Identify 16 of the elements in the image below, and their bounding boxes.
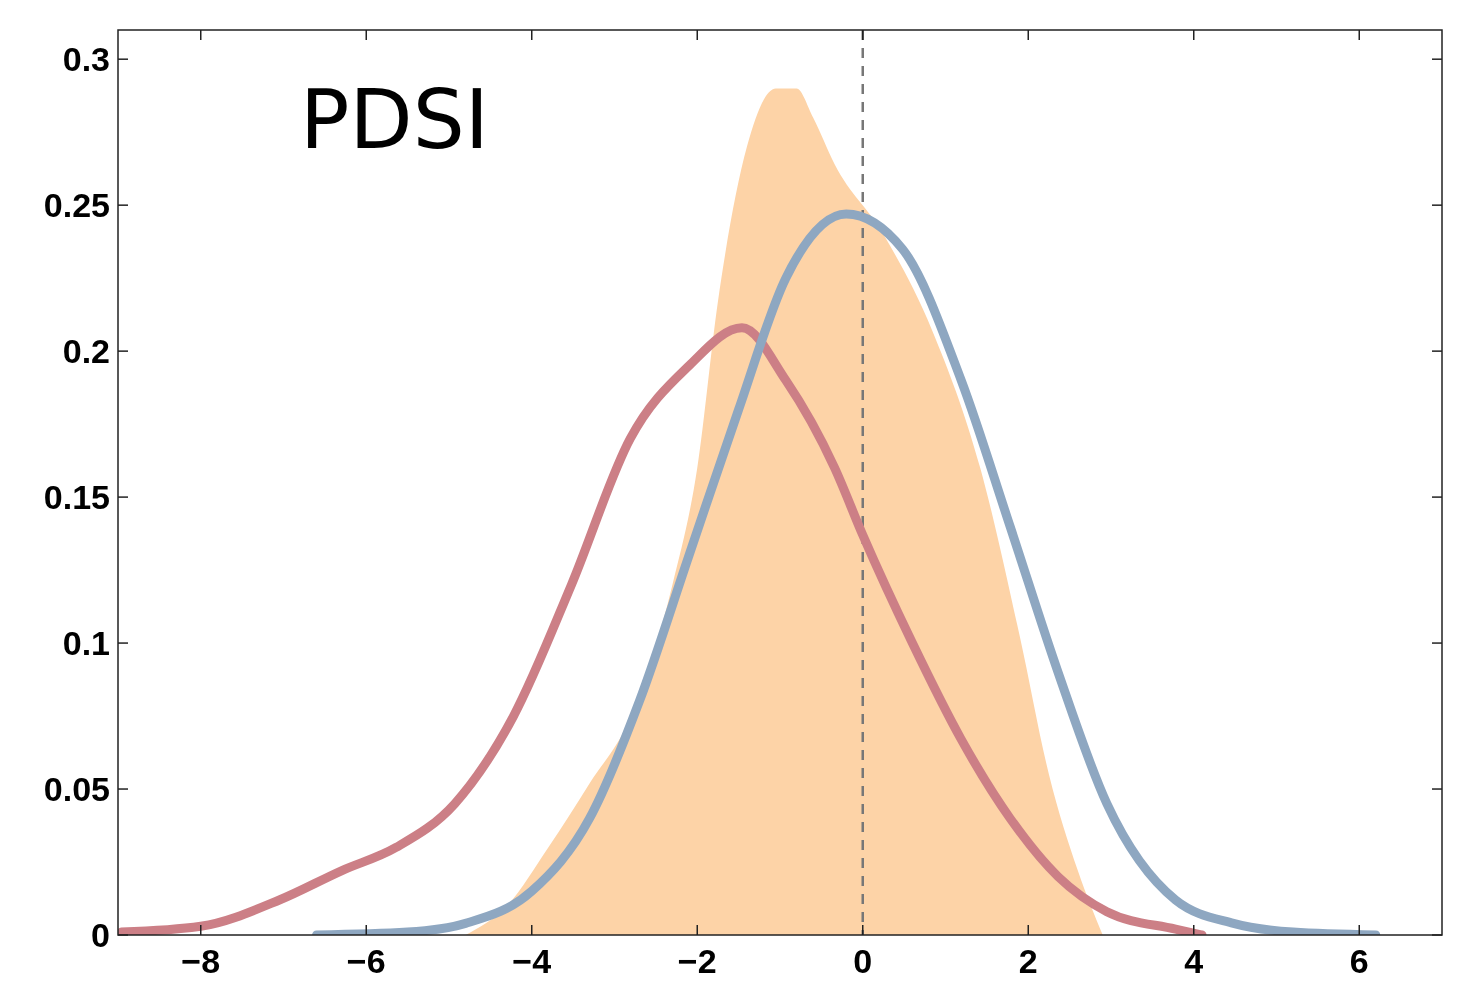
x-tick-label: 6 bbox=[1349, 942, 1369, 980]
x-tick-label: −4 bbox=[512, 942, 552, 980]
y-tick-label: 0.2 bbox=[62, 332, 110, 371]
x-tick-label: 4 bbox=[1184, 942, 1204, 980]
y-tick-label: 0.05 bbox=[43, 770, 110, 809]
y-tick-label: 0.25 bbox=[43, 186, 110, 225]
y-tick-label: 0 bbox=[91, 916, 110, 954]
x-tick-label: 2 bbox=[1018, 942, 1038, 980]
x-tick-label: 0 bbox=[853, 942, 873, 980]
x-tick-label: −2 bbox=[677, 942, 717, 980]
y-tick-label: 0.15 bbox=[43, 478, 110, 517]
x-tick-label: −8 bbox=[181, 942, 221, 980]
y-tick-label: 0.3 bbox=[62, 40, 110, 79]
y-tick-label: 0.1 bbox=[62, 624, 110, 663]
text: PDSI bbox=[300, 72, 489, 167]
x-tick-label: −6 bbox=[346, 942, 386, 980]
